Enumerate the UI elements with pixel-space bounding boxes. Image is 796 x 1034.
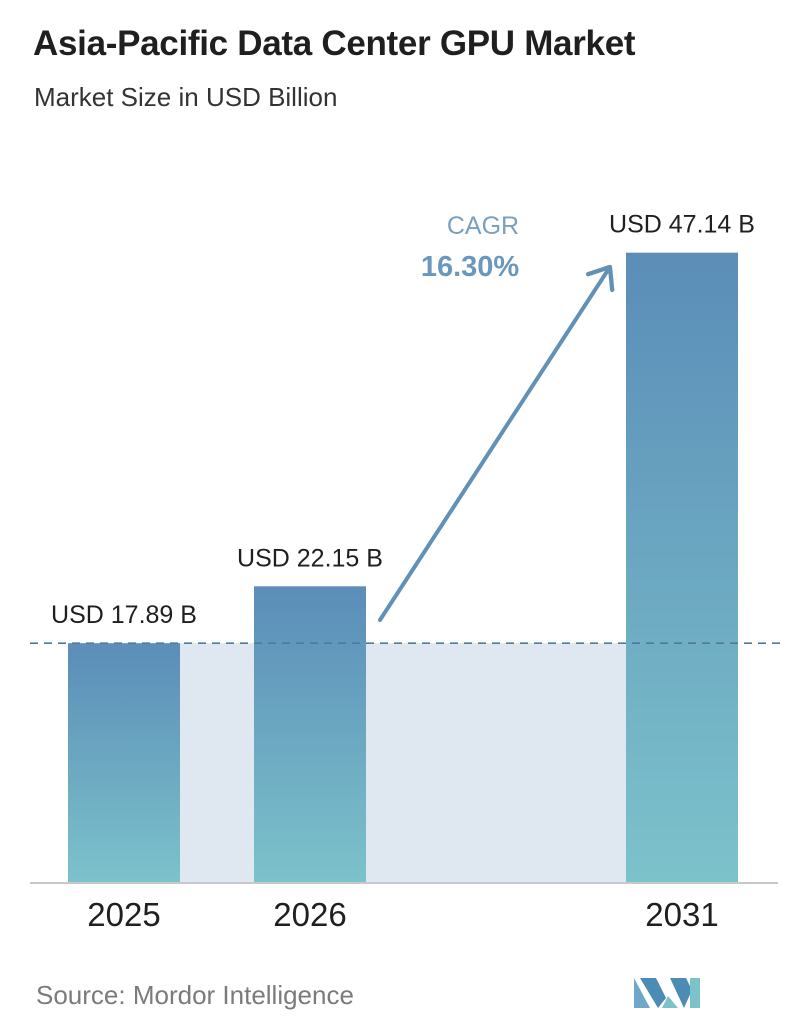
x-tick-label-2026: 2026 [273,896,346,933]
bar-2031 [626,252,738,882]
value-label-2025: USD 17.89 B [51,601,197,629]
chart-title: Asia-Pacific Data Center GPU Market [33,24,636,63]
value-label-2031: USD 47.14 B [609,211,755,239]
value-label-2026: USD 22.15 B [237,544,383,572]
x-tick-label-2025: 2025 [87,896,160,933]
x-tick-label-2031: 2031 [645,896,718,933]
cagr-value: 16.30% [421,251,520,283]
bar-2025 [68,643,180,882]
cagr-arrow-icon [378,264,615,622]
chart-subtitle: Market Size in USD Billion [34,82,338,112]
mordor-intelligence-logo-icon [634,978,700,1008]
cagr-label: CAGR [447,212,519,240]
reference-band [180,643,626,882]
source-note: Source: Mordor Intelligence [36,980,354,1010]
bar-2026 [254,586,366,882]
